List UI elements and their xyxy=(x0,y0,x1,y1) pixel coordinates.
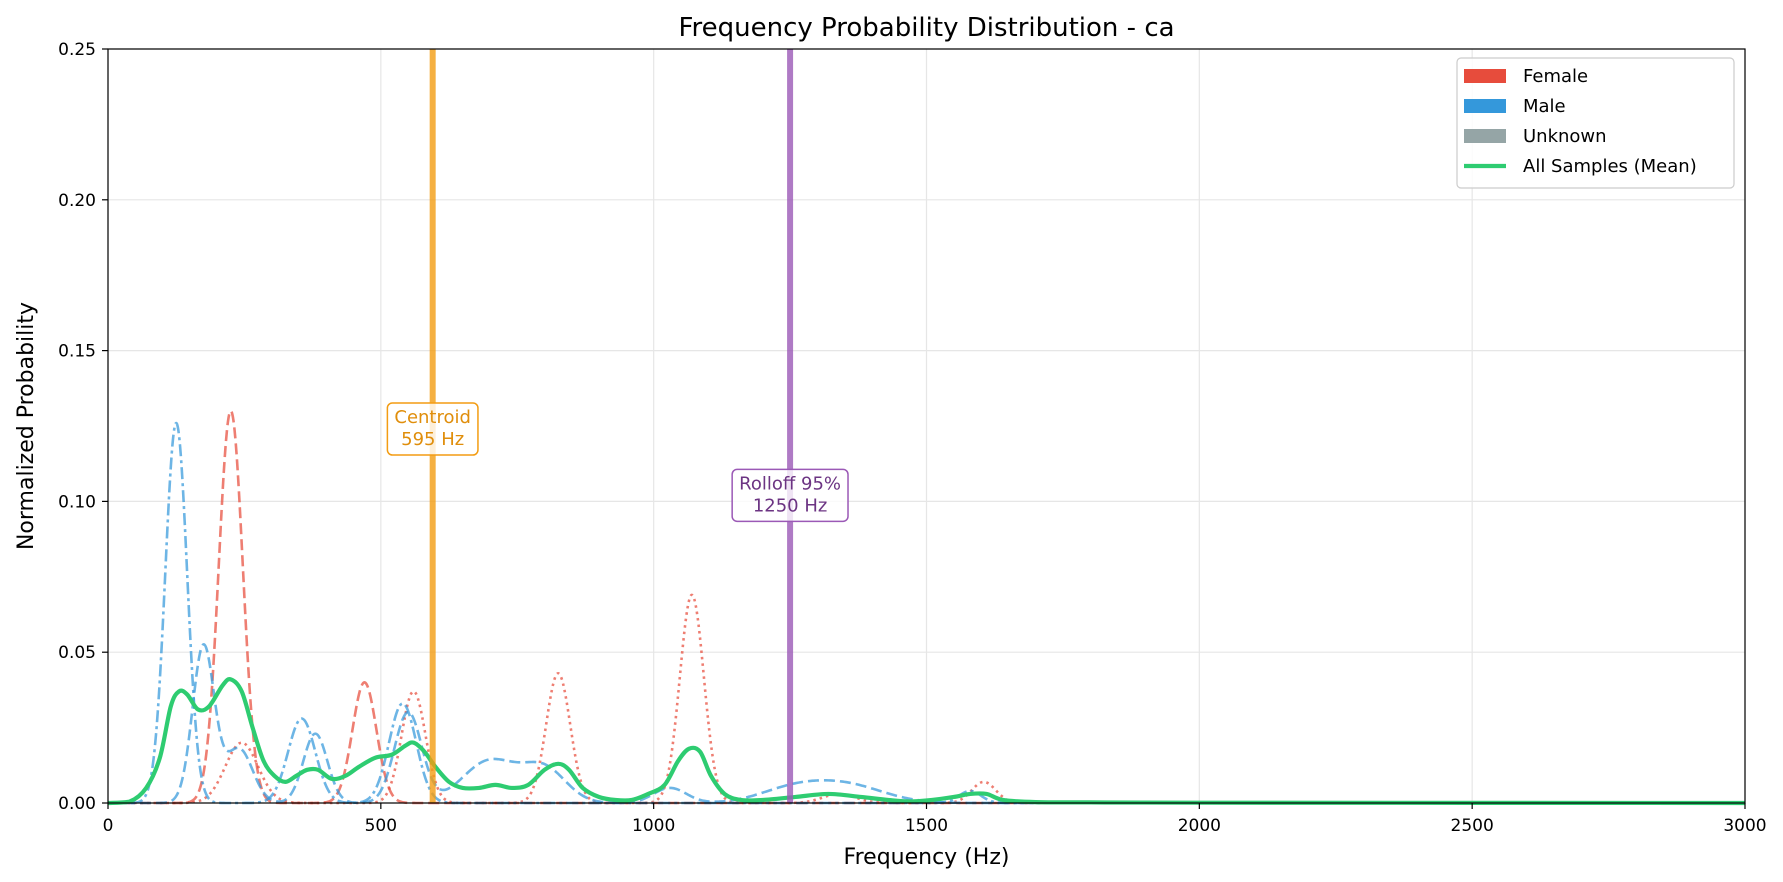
legend-item-male: Male xyxy=(1464,96,1566,117)
legend-swatch xyxy=(1464,69,1506,83)
legend-item-unknown: Unknown xyxy=(1464,126,1607,147)
x-tick-label: 2500 xyxy=(1451,816,1494,836)
y-tick-label: 0.15 xyxy=(58,342,96,362)
x-tick-label: 1500 xyxy=(905,816,948,836)
x-tick-label: 0 xyxy=(103,816,114,836)
legend: Female Male Unknown All Samples (Mean) xyxy=(1456,57,1735,189)
annotation-line-1: Centroid xyxy=(394,407,471,428)
chart-title: Frequency Probability Distribution - ca xyxy=(678,13,1174,43)
legend-label: Male xyxy=(1523,96,1566,117)
x-tick-label: 3000 xyxy=(1723,816,1766,836)
legend-swatch xyxy=(1464,99,1506,113)
legend-label: All Samples (Mean) xyxy=(1523,156,1697,177)
x-tick-label: 1000 xyxy=(632,816,675,836)
annotation-line-2: 595 Hz xyxy=(401,429,464,450)
legend-label: Female xyxy=(1523,66,1588,87)
y-tick-label: 0.25 xyxy=(58,40,96,60)
legend-swatch xyxy=(1464,129,1506,143)
y-tick-label: 0.10 xyxy=(58,492,96,512)
x-axis-title: Frequency (Hz) xyxy=(844,845,1010,870)
x-tick-label: 2000 xyxy=(1178,816,1221,836)
legend-item-female: Female xyxy=(1464,66,1588,87)
y-tick-label: 0.00 xyxy=(58,794,96,814)
axis-ticks: 0 500 1000 1500 2000 2500 3000 0.00 0.05 0.10 0.15… xyxy=(58,40,1766,836)
y-tick-label: 0.20 xyxy=(58,191,96,211)
annotation-box xyxy=(386,402,479,456)
annotation-line-2: 1250 Hz xyxy=(753,495,828,516)
legend-box xyxy=(1456,57,1735,189)
legend-label: Unknown xyxy=(1523,126,1607,147)
reference-label-1: Rolloff 95%1250 Hz xyxy=(731,468,849,523)
annotation-box xyxy=(731,468,849,523)
series-line-mean-4 xyxy=(107,677,1746,806)
y-tick-label: 0.05 xyxy=(58,643,96,663)
y-axis-title: Normalized Probability xyxy=(14,302,39,550)
annotation-line-1: Rolloff 95% xyxy=(739,473,841,494)
x-tick-label: 500 xyxy=(365,816,397,836)
legend-item-all-samples-mean-: All Samples (Mean) xyxy=(1464,156,1697,177)
